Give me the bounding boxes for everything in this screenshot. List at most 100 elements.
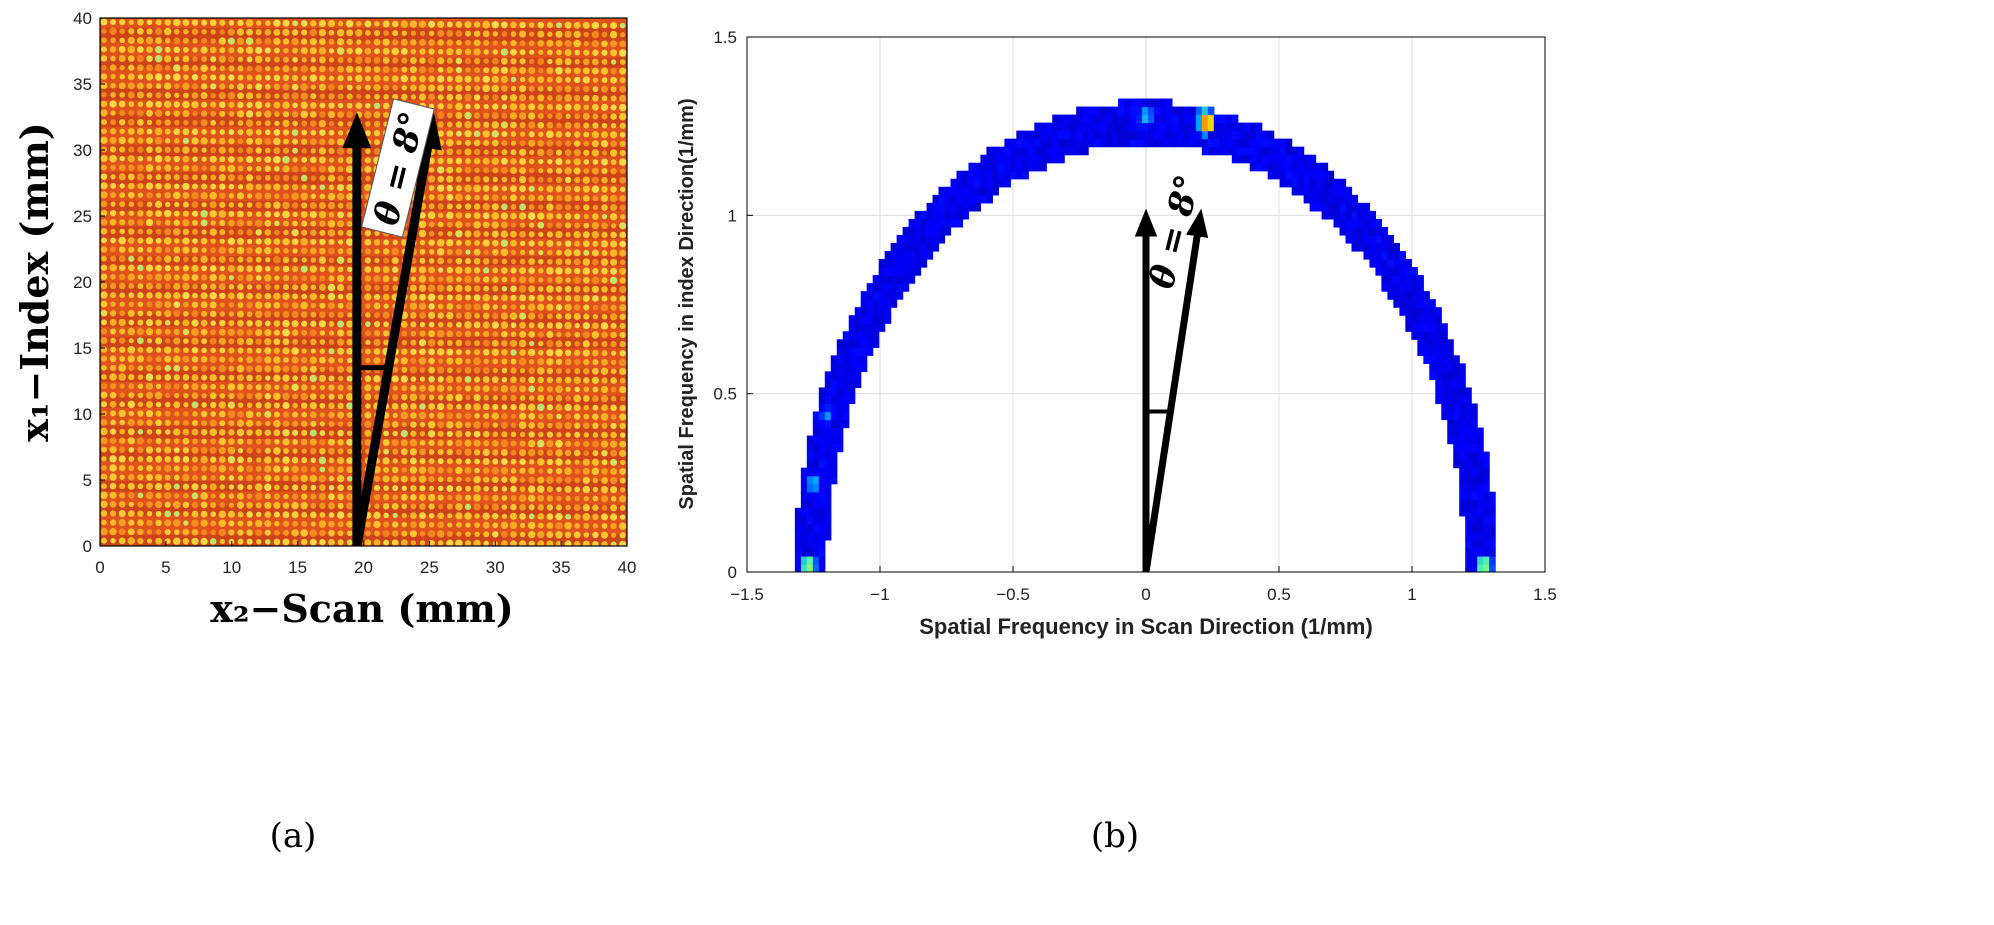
b-ring-cell <box>884 307 892 316</box>
a-heatmap-cell <box>419 212 426 219</box>
a-heatmap-cell <box>219 74 226 81</box>
a-heatmap-cell <box>592 404 599 411</box>
a-heatmap-cell <box>555 403 563 411</box>
a-heatmap-cell <box>182 447 190 454</box>
a-heatmap-cell <box>328 484 335 491</box>
a-heatmap-cell <box>318 456 327 465</box>
b-ring-cell <box>1052 138 1059 148</box>
a-heatmap-cell <box>219 410 226 418</box>
a-heatmap-cell <box>210 101 217 108</box>
a-heatmap-cell <box>291 347 299 355</box>
a-heatmap-cell <box>228 120 235 126</box>
a-heatmap-cell <box>373 530 381 537</box>
a-heatmap-cell <box>483 331 490 338</box>
b-ring-cell <box>1309 154 1317 164</box>
b-ring-cell <box>1088 130 1095 140</box>
a-heatmap-cell <box>246 193 253 199</box>
a-heatmap-cell <box>300 174 308 182</box>
a-heatmap-cell <box>292 338 299 345</box>
a-heatmap-cell <box>573 131 581 138</box>
a-heatmap-cell <box>227 91 236 100</box>
b-ring-cell <box>1489 499 1496 509</box>
a-heatmap-cell <box>219 292 226 300</box>
b-ring-cell <box>1357 242 1365 252</box>
a-heatmap-cell <box>246 137 254 145</box>
b-ring-cell <box>1393 267 1400 276</box>
b-ring-cell <box>830 475 838 485</box>
a-heatmap-cell <box>446 340 453 346</box>
b-ring-cell <box>1465 435 1472 445</box>
a-heatmap-cell <box>218 510 227 518</box>
a-heatmap-cell <box>565 386 571 392</box>
a-heatmap-cell <box>519 294 526 302</box>
a-heatmap-cell <box>227 292 235 300</box>
a-heatmap-cell <box>228 210 235 218</box>
b-ring-cell <box>1483 467 1490 477</box>
a-heatmap-cell <box>510 121 517 129</box>
a-heatmap-cell <box>401 30 408 36</box>
a-heatmap-cell <box>537 30 545 38</box>
a-heatmap-cell <box>573 39 581 48</box>
a-heatmap-cell <box>282 538 290 546</box>
a-heatmap-cell <box>583 131 590 138</box>
b-ring-cell <box>1357 202 1365 212</box>
b-ring-cell <box>1423 323 1430 332</box>
a-heatmap-cell <box>583 450 590 456</box>
b-ring-cell <box>986 146 993 156</box>
b-ring-cell <box>1094 130 1101 140</box>
b-ring-cell <box>1423 339 1430 348</box>
a-heatmap-cell <box>110 201 116 207</box>
b-ring-cell <box>1489 531 1496 541</box>
a-heatmap-cell <box>246 256 253 263</box>
a-heatmap-cell <box>237 411 244 418</box>
a-heatmap-cell <box>391 502 399 510</box>
b-ring-cell <box>1106 114 1113 124</box>
b-ring-cell <box>1004 162 1011 172</box>
a-heatmap-cell <box>100 246 108 253</box>
b-ring-cell <box>992 154 999 164</box>
a-heatmap-cell <box>164 55 172 63</box>
a-heatmap-cell <box>464 375 472 383</box>
a-heatmap-cell <box>309 329 317 337</box>
a-heatmap-cell <box>610 468 618 475</box>
a-heatmap-cell <box>163 255 172 263</box>
b-ring-cell <box>998 170 1005 180</box>
a-heatmap-cell <box>274 484 280 491</box>
a-heatmap-cell <box>345 292 354 301</box>
b-ring-cell <box>1028 154 1035 164</box>
a-heatmap-cell <box>265 65 271 72</box>
a-heatmap-cell <box>537 103 544 111</box>
a-heatmap-cell <box>264 529 271 536</box>
b-ring-cell <box>1016 154 1023 164</box>
b-ring-cell <box>836 419 844 429</box>
a-heatmap-cell <box>191 356 199 363</box>
a-heatmap-cell <box>118 100 126 108</box>
a-heatmap-cell <box>127 510 135 517</box>
a-heatmap-cell <box>255 429 263 436</box>
a-heatmap-cell <box>446 467 453 474</box>
a-heatmap-cell <box>164 319 171 326</box>
a-heatmap-cell <box>109 455 117 463</box>
b-ring-cell <box>1465 539 1472 549</box>
a-heatmap-cell <box>609 30 618 39</box>
a-heatmap-cell <box>455 185 462 192</box>
a-heatmap-cell <box>328 102 335 109</box>
a-heatmap-cell <box>573 21 581 29</box>
a-heatmap-cell <box>227 174 235 182</box>
a-heatmap-cell <box>109 355 117 363</box>
a-heatmap-cell <box>455 66 463 74</box>
a-heatmap-cell <box>300 384 308 391</box>
b-ring-cell <box>1285 162 1293 172</box>
b-ring-cell <box>1142 106 1149 116</box>
a-heatmap-cell <box>219 120 226 126</box>
a-heatmap-cell <box>428 321 435 328</box>
a-heatmap-cell <box>282 238 290 246</box>
a-heatmap-cell <box>482 321 490 329</box>
a-heatmap-cell <box>319 247 326 255</box>
b-ring-cell <box>1297 186 1305 196</box>
a-heatmap-cell <box>100 491 108 499</box>
a-heatmap-cell <box>565 231 571 238</box>
a-heatmap-cell <box>228 83 235 90</box>
a-x-tick-label: 10 <box>222 558 241 577</box>
